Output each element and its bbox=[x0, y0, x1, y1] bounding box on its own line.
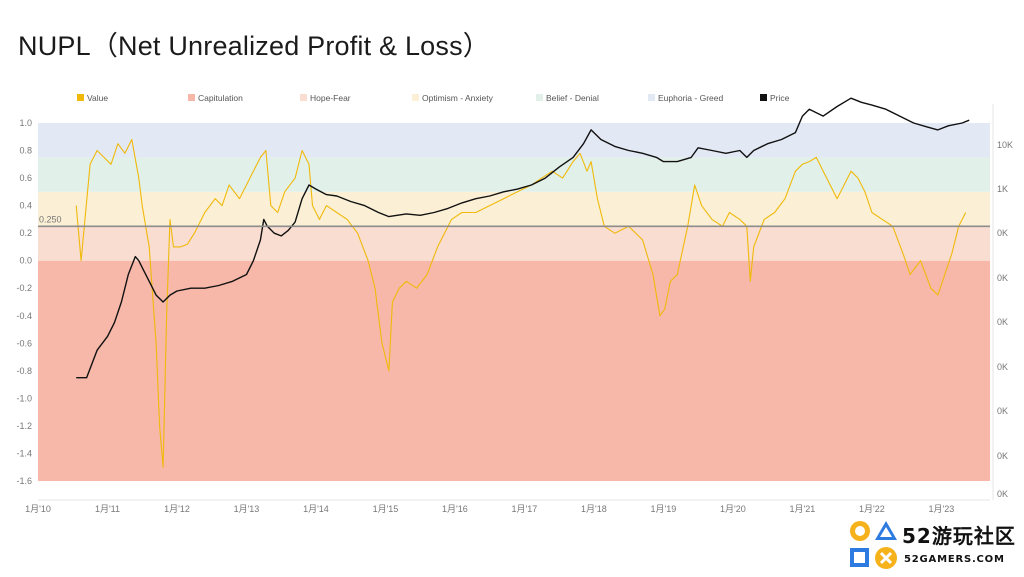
legend-swatch-hope-fear bbox=[300, 94, 307, 101]
gamepad-buttons-icon bbox=[850, 521, 897, 569]
x-tick-label: 1月'19 bbox=[651, 504, 677, 514]
legend-label-capitulation: Capitulation bbox=[198, 93, 243, 103]
y2-tick-label: 1K bbox=[997, 184, 1008, 194]
legend-swatch-capitulation bbox=[188, 94, 195, 101]
legend-swatch-price bbox=[760, 94, 767, 101]
chart-legend: Value Capitulation Hope-Fear Optimism - Anx… bbox=[77, 93, 790, 103]
x-axis: 1月'10 1月'11 1月'12 1月'13 1月'14 1月'15 1月'16 1月'17… bbox=[25, 499, 990, 514]
x-tick-label: 1月'15 bbox=[373, 504, 399, 514]
legend-label-belief-denial: Belief - Denial bbox=[546, 93, 599, 103]
series-line-price bbox=[76, 97, 970, 379]
y2-tick-label: 0K bbox=[997, 451, 1008, 461]
y2-tick-label: 0K bbox=[997, 362, 1008, 372]
x-tick-label: 1月'18 bbox=[581, 504, 607, 514]
legend-label-price: Price bbox=[770, 93, 790, 103]
y2-tick-label: 0K bbox=[997, 406, 1008, 416]
y-tick-label: 0.6 bbox=[19, 173, 32, 183]
y2-tick-label: 0K bbox=[997, 317, 1008, 327]
band-capitulation bbox=[38, 260, 990, 481]
x-tick-label: 1月'21 bbox=[790, 504, 816, 514]
series-group bbox=[75, 97, 970, 468]
x-tick-label: 1月'20 bbox=[720, 504, 746, 514]
y-tick-label: 1.0 bbox=[19, 118, 32, 128]
legend-label-hope-fear: Hope-Fear bbox=[310, 93, 351, 103]
x-tick-label: 1月'12 bbox=[164, 504, 190, 514]
y-tick-label: -1.0 bbox=[16, 393, 32, 403]
y-axis-left: 1.0 0.8 0.6 0.4 0.2 0.0 -0.2 -0.4 -0.6 -0.8 -1.0 -1… bbox=[16, 118, 32, 486]
y-tick-label: -0.8 bbox=[16, 366, 32, 376]
y-tick-label: 0.4 bbox=[19, 201, 32, 211]
y-tick-label: -0.4 bbox=[16, 311, 32, 321]
y-tick-label: -0.2 bbox=[16, 283, 32, 293]
page-title: NUPL（Net Unrealized Profit & Loss） bbox=[18, 31, 490, 61]
legend-label-optimism-anxiety: Optimism - Anxiety bbox=[422, 93, 494, 103]
y-tick-label: 0.2 bbox=[19, 228, 32, 238]
x-tick-label: 1月'11 bbox=[95, 504, 120, 514]
band-euphoria-greed bbox=[38, 123, 990, 158]
x-tick-label: 1月'23 bbox=[928, 504, 954, 514]
reference-line-label: 0.250 bbox=[39, 214, 62, 224]
legend-label-value: Value bbox=[87, 93, 108, 103]
x-tick-label: 1月'17 bbox=[512, 504, 538, 514]
legend-label-euphoria-greed: Euphoria - Greed bbox=[658, 93, 723, 103]
band-optimism-anxiety bbox=[38, 191, 990, 227]
site-watermark-logo: 52游玩社区 52GAMERS.COM bbox=[846, 518, 1018, 572]
x-tick-label: 1月'16 bbox=[442, 504, 468, 514]
y-tick-label: 0.0 bbox=[19, 256, 32, 266]
legend-swatch-euphoria-greed bbox=[648, 94, 655, 101]
y2-tick-label: 0K bbox=[997, 273, 1008, 283]
y-tick-label: -1.6 bbox=[16, 476, 32, 486]
y-tick-label: -1.4 bbox=[16, 448, 32, 458]
y-tick-label: 0.8 bbox=[19, 146, 32, 156]
reference-line: 0.250 bbox=[38, 214, 990, 228]
legend-swatch-optimism-anxiety bbox=[412, 94, 419, 101]
y2-tick-label: 10K bbox=[997, 140, 1013, 150]
sentiment-bands bbox=[38, 123, 990, 481]
y-tick-label: -1.2 bbox=[16, 421, 32, 431]
series-line-value bbox=[75, 138, 967, 468]
x-tick-label: 1月'14 bbox=[303, 504, 329, 514]
y-axis-right: 10K 1K 0K 0K 0K 0K 0K 0K 0K bbox=[992, 104, 1013, 500]
x-tick-label: 1月'10 bbox=[25, 504, 51, 514]
y-tick-label: -0.6 bbox=[16, 338, 32, 348]
y2-tick-label: 0K bbox=[997, 228, 1008, 238]
legend-swatch-value bbox=[77, 94, 84, 101]
legend-swatch-belief-denial bbox=[536, 94, 543, 101]
y2-tick-label: 0K bbox=[997, 489, 1008, 499]
x-tick-label: 1月'13 bbox=[234, 504, 260, 514]
brand-site: 52GAMERS.COM bbox=[904, 554, 1005, 565]
band-belief-denial bbox=[38, 157, 990, 192]
brand-name: 52游玩社区 bbox=[902, 524, 1016, 548]
band-hope-fear bbox=[38, 226, 990, 261]
x-tick-label: 1月'22 bbox=[859, 504, 885, 514]
